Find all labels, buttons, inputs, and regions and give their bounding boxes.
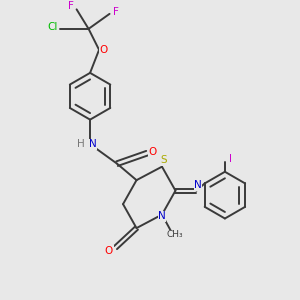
Text: I: I [229,154,232,164]
Text: O: O [99,45,108,55]
Text: N: N [194,180,202,190]
Text: O: O [149,147,157,157]
Text: CH₃: CH₃ [166,230,183,239]
Text: F: F [112,8,118,17]
Text: N: N [88,139,96,149]
Text: N: N [158,211,166,221]
Text: F: F [68,2,74,11]
Text: O: O [105,246,113,256]
Text: Cl: Cl [47,22,58,32]
Text: H: H [76,139,84,149]
Text: S: S [160,155,167,165]
